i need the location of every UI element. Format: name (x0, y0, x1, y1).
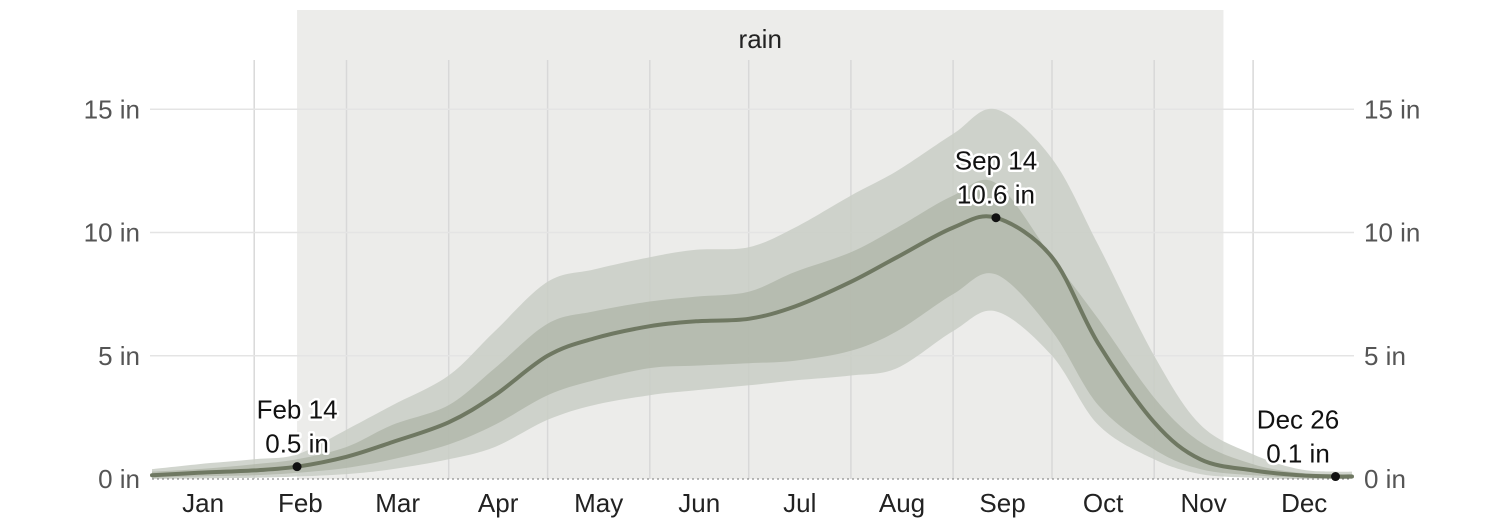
y-tick-label: 10 in (1364, 218, 1420, 248)
month-label: Dec (1281, 488, 1327, 518)
month-label: Feb (278, 488, 323, 518)
y-tick-label: 15 in (84, 94, 140, 124)
y-tick-label: 15 in (1364, 94, 1420, 124)
annotation-value: 0.5 in (265, 429, 329, 459)
month-label: Sep (979, 488, 1025, 518)
y-tick-label: 10 in (84, 218, 140, 248)
month-label: May (574, 488, 623, 518)
month-label: Oct (1083, 488, 1124, 518)
y-axis-left: 0 in 5 in 10 in 15 in (84, 94, 140, 494)
x-axis-months: Jan Feb Mar Apr May Jun Jul Aug Sep Oct Nov Dec (182, 488, 1327, 518)
annotation-date: Sep 14 (955, 146, 1037, 176)
month-label: Nov (1181, 488, 1227, 518)
annotation-value: 0.1 in (1266, 439, 1330, 469)
band-p25-p75 (152, 179, 1352, 479)
annotations: Feb 14 0.5 in Sep 14 10.6 in Dec 26 0.1 in (254, 143, 1342, 482)
y-tick-label: 5 in (98, 341, 140, 371)
annotation-value: 10.6 in (957, 180, 1035, 210)
annotation-point (1331, 472, 1341, 482)
month-label: Aug (879, 488, 925, 518)
month-label: Jan (182, 488, 224, 518)
annotation-point (292, 462, 302, 472)
annotation-point (991, 213, 1001, 223)
y-tick-label: 0 in (1364, 464, 1406, 494)
median-rain-line (150, 214, 1354, 479)
y-tick-label: 5 in (1364, 341, 1406, 371)
annotation-date: Dec 26 (1257, 405, 1339, 435)
month-label: Mar (375, 488, 420, 518)
season-label: rain (739, 24, 782, 54)
annotation-date: Feb 14 (257, 395, 338, 425)
month-label: Apr (478, 488, 519, 518)
month-label: Jun (678, 488, 720, 518)
y-tick-label: 0 in (98, 464, 140, 494)
month-label: Jul (783, 488, 816, 518)
y-axis-right: 0 in 5 in 10 in 15 in (1364, 94, 1420, 494)
